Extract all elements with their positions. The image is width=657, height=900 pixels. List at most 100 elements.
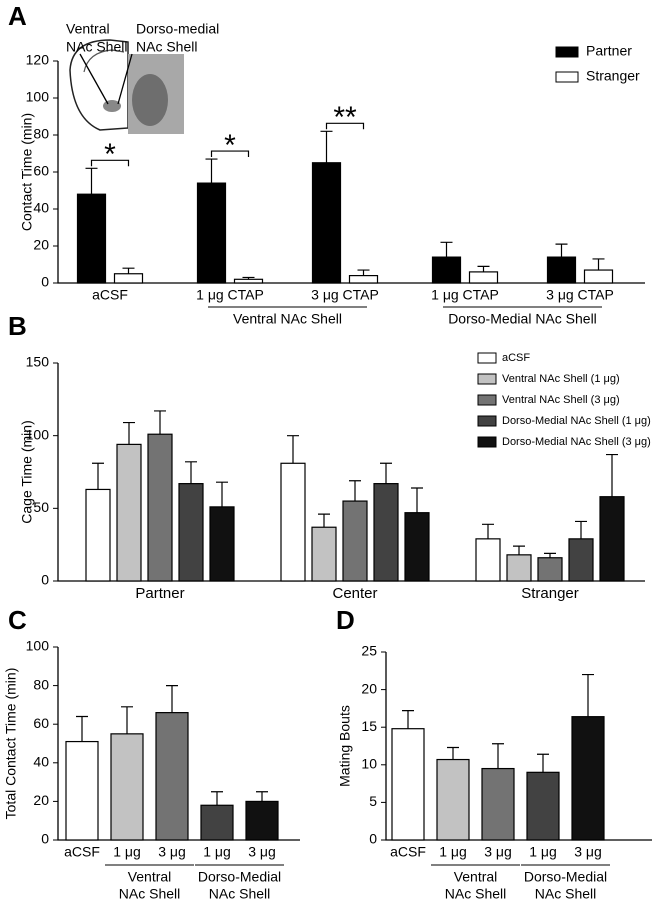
error-bar xyxy=(349,480,361,502)
y-tick-label: 60 xyxy=(33,163,49,179)
error-bar xyxy=(402,710,414,729)
legend-label: Partner xyxy=(586,43,632,59)
x-tick-label: 3 μg CTAP xyxy=(546,287,614,303)
error-bar xyxy=(555,243,568,258)
error-bar xyxy=(482,523,494,539)
significance-bracket xyxy=(210,150,250,158)
legend-swatch xyxy=(477,394,497,406)
y-tick-label: 100 xyxy=(26,426,50,442)
inset-label: NAc Shell xyxy=(136,39,197,55)
significance-bracket xyxy=(90,159,130,167)
error-bar xyxy=(123,421,135,445)
error-bar xyxy=(513,545,525,555)
x-tick-label: aCSF xyxy=(64,844,100,860)
legend-label: aCSF xyxy=(502,352,530,364)
bar xyxy=(506,554,532,582)
error-bar xyxy=(216,481,228,507)
y-tick-label: 40 xyxy=(33,754,49,770)
error-bar xyxy=(537,753,549,773)
bar xyxy=(65,740,99,841)
bar xyxy=(475,538,501,582)
legend-swatch xyxy=(555,46,579,58)
x-tick-label: 3 μg CTAP xyxy=(311,287,379,303)
y-tick-label: 0 xyxy=(41,831,49,847)
bar xyxy=(583,269,614,284)
legend-label: Ventral NAc Shell (1 μg) xyxy=(502,373,620,385)
y-tick-label: 120 xyxy=(26,52,50,68)
y-tick-label: 50 xyxy=(33,499,49,515)
bar xyxy=(373,483,399,582)
legend-swatch xyxy=(477,352,497,364)
bar xyxy=(311,162,342,284)
group-label: Ventral xyxy=(454,869,498,885)
y-tick-label: 25 xyxy=(361,643,377,659)
y-axis-label: Cage Time (min) xyxy=(19,420,35,523)
x-tick-label: Partner xyxy=(135,585,184,602)
inset-label: Dorso-medial xyxy=(136,21,219,37)
error-bar xyxy=(121,706,133,734)
x-tick-label: 3 μg xyxy=(158,844,186,860)
group-label: Ventral xyxy=(128,869,172,885)
axis-line xyxy=(385,652,652,841)
bar xyxy=(568,538,594,582)
group-label: NAc Shell xyxy=(535,886,596,900)
group-label: Dorso-Medial xyxy=(524,869,607,885)
error-bar xyxy=(76,715,88,742)
bar xyxy=(155,712,189,841)
legend-swatch xyxy=(477,436,497,448)
group-label: Ventral NAc Shell xyxy=(233,311,342,327)
arrow xyxy=(117,53,133,105)
x-tick-label: 1 μg xyxy=(439,844,467,860)
y-tick-label: 80 xyxy=(33,126,49,142)
error-bar xyxy=(242,276,255,280)
significance-marker: * xyxy=(224,129,236,162)
panel-label: C xyxy=(8,605,27,635)
error-bar xyxy=(447,746,459,760)
legend-swatch xyxy=(477,415,497,427)
bar xyxy=(404,512,430,582)
x-tick-label: 1 μg xyxy=(203,844,231,860)
y-tick-label: 0 xyxy=(41,274,49,290)
x-tick-label: Stranger xyxy=(521,585,579,602)
x-tick-label: 3 μg xyxy=(484,844,512,860)
y-tick-label: 5 xyxy=(369,793,377,809)
bar xyxy=(147,433,173,582)
error-bar xyxy=(320,130,333,163)
bar xyxy=(280,462,306,582)
bar xyxy=(245,800,279,841)
y-tick-label: 150 xyxy=(26,354,50,370)
significance-bracket xyxy=(325,122,365,130)
group-label: NAc Shell xyxy=(209,886,270,900)
bar xyxy=(113,273,144,284)
y-tick-label: 80 xyxy=(33,676,49,692)
significance-marker: * xyxy=(104,138,116,171)
bar xyxy=(116,443,142,582)
error-bar xyxy=(492,743,504,769)
error-bar xyxy=(318,513,330,528)
error-bar xyxy=(256,791,268,802)
error-bar xyxy=(166,685,178,713)
y-tick-label: 20 xyxy=(33,792,49,808)
error-bar xyxy=(411,487,423,513)
y-tick-label: 60 xyxy=(33,715,49,731)
y-axis-label: Contact Time (min) xyxy=(19,113,35,231)
bar xyxy=(209,506,235,582)
y-tick-label: 20 xyxy=(33,237,49,253)
y-tick-label: 0 xyxy=(369,831,377,847)
y-tick-label: 100 xyxy=(26,89,50,105)
legend-label: Ventral NAc Shell (3 μg) xyxy=(502,394,620,406)
x-tick-label: aCSF xyxy=(92,287,128,303)
error-bar xyxy=(205,158,218,184)
error-bar xyxy=(477,265,490,272)
significance-marker: ** xyxy=(333,101,357,134)
error-bar xyxy=(575,520,587,539)
x-tick-label: 3 μg xyxy=(574,844,602,860)
bar xyxy=(110,733,144,841)
group-label: Dorso-Medial xyxy=(198,869,281,885)
bar xyxy=(342,500,368,582)
bar xyxy=(85,488,111,582)
bar xyxy=(200,804,234,841)
bar xyxy=(348,275,379,284)
error-bar xyxy=(606,453,618,497)
